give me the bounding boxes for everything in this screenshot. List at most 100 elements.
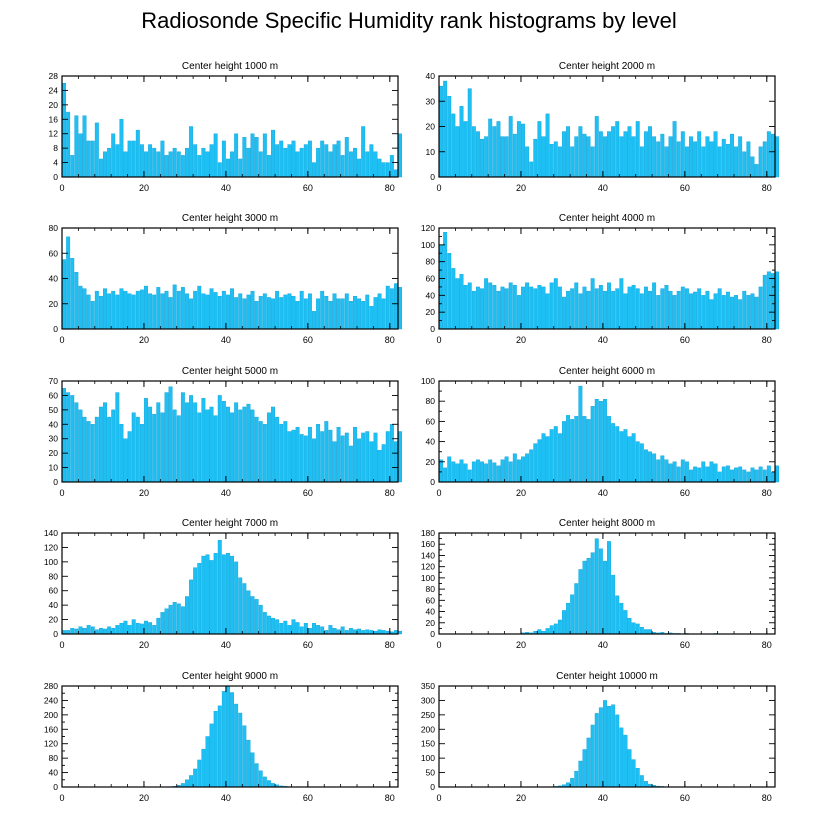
histogram-bar xyxy=(484,278,489,330)
histogram-bar xyxy=(705,466,710,483)
y-tick-label: 100 xyxy=(421,573,435,583)
histogram-bar xyxy=(557,146,562,178)
histogram-bar xyxy=(545,628,550,635)
histogram-bar xyxy=(361,301,366,330)
histogram-bar xyxy=(730,133,734,178)
histogram-bar xyxy=(664,285,669,330)
histogram-bar xyxy=(590,552,595,635)
histogram-bar xyxy=(496,121,501,178)
x-tick-label: 20 xyxy=(516,488,526,498)
histogram-bar xyxy=(193,144,198,178)
histogram-bar xyxy=(463,285,468,330)
histogram-bar xyxy=(131,619,136,635)
histogram-bar xyxy=(586,136,591,178)
histogram-bar xyxy=(611,126,616,178)
histogram-bar xyxy=(631,759,636,788)
histogram-bar xyxy=(389,288,394,330)
histogram-bar xyxy=(570,778,575,788)
histogram-bar xyxy=(742,151,747,178)
y-tick-label: 80 xyxy=(49,223,59,233)
histogram-bar xyxy=(357,438,362,483)
histogram-panel: Center height 2000 m 0 20 40 60 80 0 10 20 30 40 xyxy=(426,61,779,193)
plot-frame xyxy=(61,75,399,178)
histogram-bar xyxy=(78,133,83,178)
histogram-bar xyxy=(160,140,165,178)
x-tick-label: 80 xyxy=(385,793,395,803)
histogram-bar xyxy=(221,401,226,483)
histogram-bar xyxy=(754,469,759,483)
histogram-bar xyxy=(353,426,357,483)
histogram-bar xyxy=(611,290,616,330)
histogram-bar xyxy=(303,435,308,483)
histogram-bar xyxy=(344,137,349,178)
histogram-bar xyxy=(353,295,357,330)
histogram-bar xyxy=(467,469,472,483)
histogram-bar xyxy=(463,463,468,483)
histogram-bar xyxy=(394,283,398,330)
histogram-bar xyxy=(656,295,661,330)
histogram-bar xyxy=(156,287,161,330)
histogram-bar xyxy=(348,628,353,635)
histogram-bar xyxy=(283,294,288,330)
histogram-bar xyxy=(648,629,652,635)
y-tick-label: 40 xyxy=(49,274,59,284)
histogram-bar xyxy=(607,131,611,178)
histogram-bar xyxy=(730,469,734,483)
histogram-bar xyxy=(500,459,505,483)
y-tick-label: 0 xyxy=(430,477,435,487)
histogram-bar xyxy=(541,286,546,330)
histogram-bar xyxy=(623,610,628,635)
histogram-bar xyxy=(738,466,743,483)
histogram-bar xyxy=(213,553,218,635)
histogram-bar xyxy=(189,579,194,635)
histogram-bar xyxy=(185,596,189,635)
histogram-bar xyxy=(758,146,763,178)
histogram-bar xyxy=(607,541,611,635)
histogram-bar xyxy=(500,286,505,330)
histogram-bar xyxy=(172,602,177,635)
histogram-bar xyxy=(463,121,468,178)
histogram-bar xyxy=(586,290,591,330)
histogram-bar xyxy=(643,286,648,330)
histogram-bar xyxy=(189,775,194,788)
histogram-bar xyxy=(144,285,148,330)
x-tick-label: 40 xyxy=(598,335,608,345)
histogram-bar xyxy=(451,113,456,178)
histogram-bar xyxy=(385,431,390,483)
histogram-bar xyxy=(283,421,288,483)
histogram-bar xyxy=(643,131,648,178)
x-tick-label: 60 xyxy=(680,335,690,345)
histogram-bar xyxy=(603,136,607,178)
histogram-bar xyxy=(459,459,464,483)
histogram-bar xyxy=(291,140,296,178)
x-tick-label: 60 xyxy=(303,640,313,650)
y-tick-label: 16 xyxy=(49,114,59,124)
histogram-bar xyxy=(643,449,648,483)
histogram-bar xyxy=(193,290,198,330)
histogram-bar xyxy=(693,291,698,330)
histogram-bar xyxy=(713,131,718,178)
histogram-bar xyxy=(766,465,771,483)
histogram-bar xyxy=(135,416,140,483)
histogram-bar xyxy=(746,141,751,178)
histogram-bar xyxy=(221,290,226,330)
panel-title: Center height 6000 m xyxy=(559,366,655,377)
histogram-bar xyxy=(78,409,83,483)
histogram-bar xyxy=(365,431,370,483)
histogram-bar xyxy=(562,296,566,330)
histogram-bar xyxy=(348,301,353,330)
histogram-bar xyxy=(225,406,230,483)
histogram-bar xyxy=(717,146,722,178)
histogram-bar xyxy=(230,288,235,330)
histogram-bar xyxy=(193,402,198,483)
histogram-bar xyxy=(541,136,546,178)
histogram-bar xyxy=(611,574,616,635)
histogram-bar xyxy=(660,133,665,178)
histogram-bar xyxy=(766,131,771,178)
y-tick-label: 80 xyxy=(49,753,59,763)
histogram-bar xyxy=(570,288,575,330)
histogram-bar xyxy=(709,141,714,178)
histogram-bar xyxy=(705,136,710,178)
histogram-bar xyxy=(205,151,210,178)
plot-frame xyxy=(61,532,399,635)
